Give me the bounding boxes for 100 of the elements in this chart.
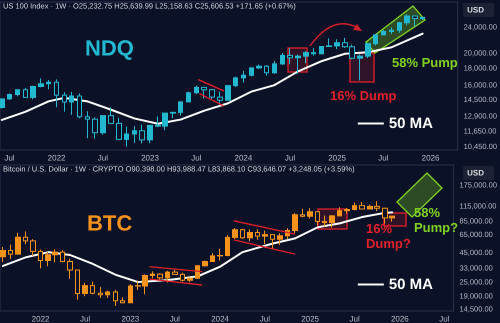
candlestick [256, 64, 262, 70]
candlestick [0, 98, 5, 110]
x-tick-label: 2024 [211, 314, 230, 323]
candlestick [389, 26, 394, 35]
candlestick [172, 270, 178, 276]
x-tick-label: Jul [4, 154, 15, 162]
candlestick [178, 100, 183, 116]
candlestick [277, 232, 283, 246]
candlestick [295, 54, 301, 74]
candlestick [412, 14, 418, 28]
annotation: 58% Pump? [414, 205, 458, 235]
candlestick [180, 272, 185, 282]
candlestick [420, 16, 425, 21]
y-axis-title: USD [467, 168, 484, 178]
annotation: NDQ [85, 36, 134, 60]
x-tick-label: Jul [80, 314, 90, 323]
candlestick [232, 228, 238, 240]
candlestick [85, 110, 90, 139]
x-tick-label: Jul [378, 154, 389, 162]
candlestick [247, 228, 253, 242]
y-axis-title: USD [467, 6, 484, 14]
candlestick [82, 282, 88, 297]
candlestick [157, 272, 163, 281]
candlestick [270, 234, 275, 249]
candlestick [225, 234, 230, 257]
candlestick [311, 48, 316, 56]
candlestick [344, 207, 350, 214]
candlestick [326, 38, 332, 48]
candlestick [202, 260, 208, 268]
candlestick [170, 111, 176, 119]
candlestick [0, 246, 6, 263]
candlestick [272, 60, 277, 74]
candlestick [365, 42, 371, 59]
x-tick-label: 2023 [121, 314, 140, 323]
candlestick [15, 232, 21, 256]
candlestick [233, 76, 238, 88]
candlestick [105, 290, 110, 298]
candlestick [165, 270, 170, 283]
legend-label: 50 MA [388, 115, 434, 132]
x-tick-label: 2026 [390, 314, 410, 323]
candlestick [108, 106, 114, 124]
candlestick [240, 228, 245, 240]
candlestick [30, 85, 36, 100]
candlestick [249, 66, 254, 77]
candlestick [60, 250, 65, 262]
candlestick [67, 258, 73, 280]
candlestick [8, 244, 13, 260]
candlestick [319, 45, 324, 55]
candlestick [397, 22, 402, 34]
candlestick [128, 284, 133, 304]
x-tick-label: Jul [260, 314, 270, 323]
annotation: 58% Pump [392, 55, 458, 70]
candlestick [92, 116, 98, 140]
x-tick-label: Jul [349, 314, 360, 323]
candlestick [194, 85, 199, 94]
candlestick [359, 201, 365, 210]
candlestick [255, 228, 260, 240]
candlestick [404, 14, 410, 26]
candlestick [46, 79, 51, 90]
x-tick-label: Jul [98, 154, 108, 162]
candlestick [23, 230, 28, 245]
x-tick-label: Jul [170, 314, 180, 323]
candlestick [54, 78, 59, 108]
candlestick [217, 91, 223, 104]
candlestick [337, 206, 342, 217]
x-tick-label: Jul [191, 154, 202, 162]
candlestick [187, 276, 193, 283]
candlestick [98, 286, 103, 298]
candlestick [139, 124, 145, 144]
annotation: 16% Dump? [366, 221, 411, 251]
x-tick-label: 2023 [141, 154, 160, 162]
x-tick-label: 2024 [234, 154, 253, 162]
x-tick-label: Jul [439, 314, 450, 323]
candlestick [147, 124, 153, 144]
candlestick [75, 269, 80, 300]
candlestick [150, 270, 155, 279]
candlestick [264, 64, 269, 76]
x-tick-label: 2025 [301, 314, 320, 323]
candlestick [7, 92, 12, 100]
candlestick [352, 202, 357, 211]
candlestick [315, 211, 320, 226]
candlestick [113, 289, 118, 306]
candlestick [292, 212, 298, 234]
candlestick [210, 252, 215, 262]
candlestick [303, 50, 309, 64]
candlestick [62, 92, 67, 112]
candlestick [100, 115, 106, 136]
candlestick [307, 208, 313, 220]
candlestick [90, 281, 95, 295]
candlestick [186, 91, 191, 103]
candlestick [38, 249, 43, 269]
candlestick [241, 70, 246, 83]
candlestick [322, 214, 327, 227]
x-tick-label: 2022 [48, 154, 66, 162]
candlestick [23, 87, 28, 98]
candlestick [300, 208, 305, 218]
annotation: 16% Dump [330, 88, 397, 103]
candlestick [262, 230, 268, 245]
candlestick [373, 34, 378, 46]
candlestick [357, 54, 363, 81]
